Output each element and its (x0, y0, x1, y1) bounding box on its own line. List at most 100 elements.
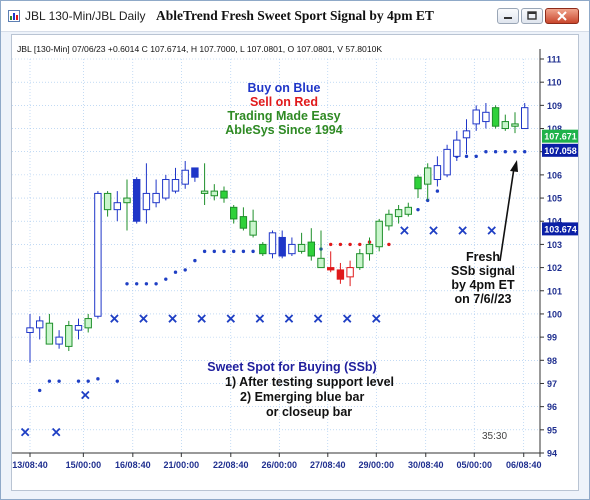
candle-body (472, 109, 480, 125)
legend-since: AbleSys Since 1994 (225, 123, 342, 137)
trend-dot (76, 379, 81, 383)
sweet-spot-mark (139, 314, 148, 323)
trend-dot (164, 277, 168, 281)
candle-body (26, 327, 34, 333)
minimize-icon (504, 17, 512, 19)
x-tick-label: 27/08:40 (310, 460, 346, 470)
x-tick-label: 16/08:40 (115, 460, 151, 470)
x-tick-label: 26/00:00 (262, 460, 298, 470)
sweet-spot-mark (313, 314, 323, 323)
price-tag-box (542, 143, 579, 157)
candle-body (152, 192, 160, 204)
trend-dot (241, 249, 246, 254)
trend-dot (86, 379, 90, 383)
y-tick-label: 94 (547, 449, 557, 459)
price-chart: 9495969798991001011021031041051061071081… (12, 44, 579, 470)
candle-body (220, 190, 228, 199)
y-tick-label: 105 (547, 194, 562, 204)
x-tick-label: 22/08:40 (213, 460, 249, 470)
sweet-spot-mark (342, 314, 352, 323)
sweet-spot-mark (168, 314, 177, 323)
trend-dot (47, 379, 52, 383)
x-tick-label: 15/00:00 (66, 460, 102, 470)
trend-dot (474, 154, 478, 159)
x-tick-label: 13/08:40 (12, 460, 48, 470)
trend-dot (193, 258, 197, 263)
x-tick-label: 30/08:40 (408, 460, 444, 470)
candle-body (113, 202, 121, 211)
close-button[interactable] (545, 8, 579, 24)
candle-body (327, 267, 335, 271)
maximize-button[interactable] (521, 8, 543, 24)
minimize-button[interactable] (497, 8, 519, 24)
legend-buy: Buy on Blue (248, 81, 321, 95)
x-tick-label: 05/00:00 (456, 460, 492, 470)
candle-body (162, 179, 170, 199)
callout-line-2: SSb signal (451, 264, 515, 278)
price-tag-box (542, 222, 579, 236)
y-tick-label: 111 (547, 55, 561, 65)
sweet-spot-mark (372, 314, 381, 323)
sweet-spot-mark (20, 427, 30, 437)
candle-body (268, 232, 277, 255)
legend-tagline: Trading Made Easy (227, 109, 340, 123)
candle-body (346, 267, 354, 278)
y-tick-label: 99 (547, 333, 557, 343)
legend: Buy on Blue Sell on Red Trading Made Eas… (225, 81, 342, 137)
candle-body (521, 107, 529, 130)
trend-dot (125, 282, 129, 286)
sweet-spot-mark (284, 314, 294, 323)
candle-body (94, 192, 102, 317)
candle-body (317, 257, 325, 269)
candle-body (84, 318, 92, 329)
callout-arrow (499, 160, 518, 262)
trend-dot (144, 282, 149, 286)
callout-line-3: by 4pm ET (451, 278, 515, 292)
chart-title: AbleTrend Fresh Sweet Sport Signal by 4p… (156, 8, 434, 23)
trend-dot (493, 150, 498, 154)
trend-dot (173, 270, 178, 274)
candle-body (239, 216, 248, 229)
y-tick-label: 100 (547, 309, 562, 319)
price-tag-label: 107.671 (544, 132, 577, 142)
price-tags: 107.671 107.058 103.674 (542, 129, 579, 236)
note-line-1: 1) After testing support level (225, 375, 394, 389)
candle-body (200, 190, 209, 194)
candle-body (55, 336, 63, 345)
sweet-spot-marks (20, 226, 496, 437)
callout: Fresh SSb signal by 4pm ET on 7/6//23 (451, 250, 515, 306)
trend-dot (115, 379, 120, 383)
candle-body (171, 179, 180, 192)
trend-dot (251, 249, 255, 254)
x-tick-label: 29/00:00 (359, 460, 395, 470)
trend-dot (96, 377, 100, 381)
candle-body (210, 190, 219, 197)
trend-dot (338, 242, 343, 247)
sweet-spot-mark (487, 226, 496, 235)
trend-dot (232, 249, 236, 254)
sweet-spot-mark (458, 226, 467, 235)
candle-body (191, 167, 199, 178)
candle-body (249, 220, 257, 236)
sweet-spot-mark (110, 314, 119, 323)
y-tick-label: 110 (547, 78, 562, 88)
price-tag-label: 103.674 (544, 224, 577, 234)
trend-dot (484, 150, 488, 154)
candle-body (365, 243, 374, 255)
candle-body (482, 111, 490, 123)
trend-dot (523, 150, 527, 154)
candle-body (307, 241, 316, 257)
y-tick-label: 108 (547, 124, 562, 134)
note-title: Sweet Spot for Buying (SSb) (207, 360, 376, 374)
y-tick-label: 96 (547, 402, 557, 412)
title-bar[interactable]: JBL 130-Min/JBL Daily AbleTrend Fresh Sw… (1, 1, 589, 32)
candle-body (123, 197, 131, 204)
candle-body (45, 322, 54, 345)
candle-body (433, 165, 442, 181)
x-tick-label: 21/00:00 (164, 460, 200, 470)
candle-body (375, 220, 383, 248)
x-axis: 13/08:40 15/00:00 16/08:40 21/00:00 22/08:40… (12, 452, 541, 470)
close-icon (557, 11, 567, 21)
candle-body (103, 192, 112, 211)
